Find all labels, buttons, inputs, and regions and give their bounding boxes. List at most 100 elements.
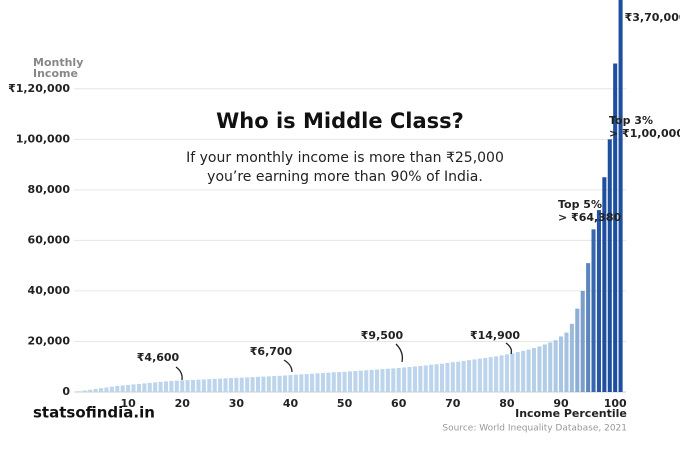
y-tick-label: 40,000 <box>28 284 71 297</box>
bar <box>559 336 564 392</box>
brand: statsofindia.in <box>33 404 155 422</box>
bar <box>326 372 331 392</box>
bar <box>293 374 298 392</box>
bar <box>250 377 255 392</box>
bar <box>283 375 288 392</box>
bar <box>434 364 439 392</box>
arrow <box>505 342 513 355</box>
bar <box>158 381 163 392</box>
bar <box>310 373 315 392</box>
bar <box>396 367 401 392</box>
y-tick-label: ₹1,20,000 <box>8 82 70 95</box>
bar <box>196 379 201 392</box>
bar <box>358 370 363 392</box>
annotation: > ₹1,00,000 <box>609 127 680 140</box>
bar <box>531 348 537 392</box>
y-label: Income <box>33 67 78 80</box>
bar <box>126 384 131 392</box>
bar <box>163 381 169 392</box>
bar <box>526 349 531 392</box>
bar <box>174 380 179 392</box>
bar <box>591 229 596 392</box>
bar <box>515 352 520 392</box>
bar <box>450 362 455 392</box>
bar <box>429 364 434 392</box>
source: Source: World Inequality Database, 2021 <box>442 424 627 434</box>
x-tick-label: 40 <box>283 397 299 410</box>
arrow <box>175 366 183 381</box>
bar <box>88 389 93 392</box>
bar <box>467 360 472 392</box>
bar <box>607 139 612 392</box>
bar <box>494 356 499 392</box>
bar <box>234 377 239 392</box>
bar <box>353 371 358 392</box>
bar <box>207 379 212 392</box>
bar <box>499 355 504 392</box>
bar <box>331 372 336 392</box>
bar <box>347 371 353 392</box>
y-label: Monthly <box>33 56 83 69</box>
bar <box>142 383 147 392</box>
bar <box>580 290 585 392</box>
bar <box>272 376 277 392</box>
y-tick-label: 0 <box>62 385 70 398</box>
bar <box>77 391 82 392</box>
bar <box>445 362 450 392</box>
bar <box>407 366 412 392</box>
bar <box>115 385 120 392</box>
arrow <box>283 359 293 373</box>
annotation-arrows <box>175 342 513 381</box>
value-label: ₹9,500 <box>361 329 404 342</box>
bar <box>337 372 342 392</box>
bar <box>391 368 396 392</box>
x-tick-label: 60 <box>391 397 407 410</box>
bar <box>212 378 217 392</box>
bar <box>104 387 109 392</box>
bar <box>504 354 509 392</box>
bar <box>613 63 618 393</box>
bar <box>109 386 114 392</box>
y-tick-label: 60,000 <box>28 233 71 246</box>
bar <box>402 367 407 392</box>
bar <box>228 378 233 392</box>
bar <box>472 359 477 392</box>
bar <box>131 384 136 392</box>
bar <box>477 358 482 392</box>
bar <box>191 379 196 392</box>
bar <box>553 340 558 392</box>
chart-title: Who is Middle Class? <box>216 109 464 133</box>
bar <box>564 332 569 392</box>
bar <box>239 377 244 392</box>
y-tick-label: 80,000 <box>28 183 71 196</box>
bar <box>369 369 374 392</box>
bar <box>185 380 190 392</box>
annotation: > ₹64,380 <box>558 211 621 224</box>
bar <box>602 177 607 392</box>
bar <box>320 373 325 392</box>
x-tick-label: 20 <box>175 397 191 410</box>
bar <box>483 357 488 392</box>
arrow <box>395 343 404 363</box>
annotation: Top 5% <box>558 198 602 211</box>
bar <box>439 363 445 392</box>
subtitle: If your monthly income is more than ₹25,… <box>186 150 504 166</box>
bar <box>223 378 228 392</box>
bar <box>596 210 601 392</box>
bar <box>575 308 580 392</box>
bar <box>201 379 206 392</box>
bar <box>586 263 591 392</box>
bar <box>82 390 87 392</box>
annotation: Top 3% <box>609 114 653 127</box>
bar <box>423 365 428 392</box>
value-label: ₹14,900 <box>470 329 520 342</box>
bar <box>288 375 293 392</box>
y-tick-label: 1,00,000 <box>16 132 71 145</box>
bar <box>136 383 141 392</box>
bar <box>99 388 104 392</box>
bar <box>618 0 623 392</box>
bar <box>412 366 417 392</box>
bar <box>456 361 461 392</box>
bar <box>277 375 282 392</box>
